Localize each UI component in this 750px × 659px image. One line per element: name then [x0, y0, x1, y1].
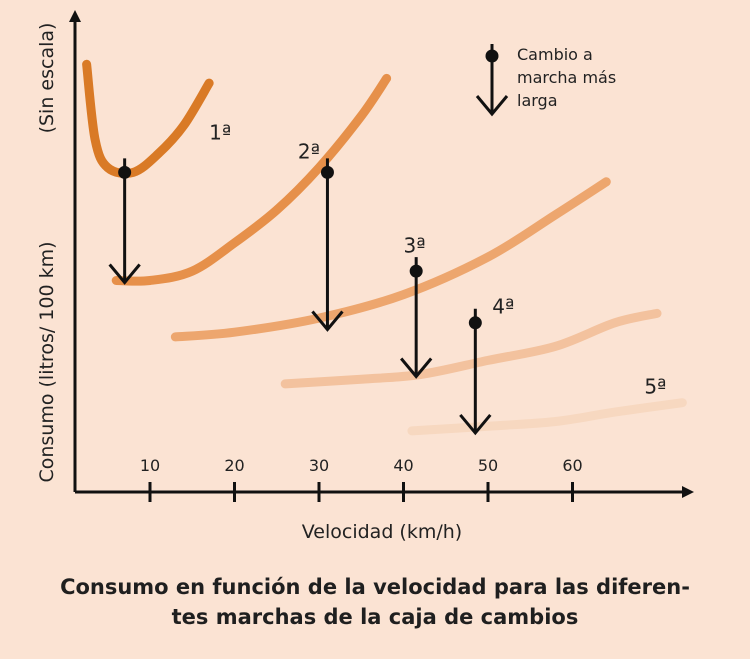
legend-line-3: larga — [517, 91, 558, 110]
gear-labels: 1ª 2ª 3ª 4ª 5ª — [209, 121, 666, 399]
shift-point — [468, 316, 482, 330]
gear-curve-4 — [280, 308, 662, 389]
x-tick-label: 40 — [393, 456, 413, 475]
x-axis-label: Velocidad (km/h) — [302, 521, 462, 543]
x-tick-label: 60 — [562, 456, 582, 475]
shift-marker-1 — [108, 158, 141, 285]
shift-marker-4 — [459, 308, 492, 436]
gear-label-3: 3ª — [404, 233, 426, 257]
x-axis-arrow — [682, 486, 694, 498]
shift-point — [409, 264, 423, 278]
gear-label-1: 1ª — [209, 121, 231, 145]
gear-curve-2 — [111, 73, 392, 286]
y-axis-note: (Sin escala) — [36, 23, 58, 134]
axes — [69, 10, 694, 498]
gear-curve-5 — [407, 398, 687, 436]
gear-label-5: 5ª — [644, 374, 666, 398]
x-tick-label: 50 — [478, 456, 498, 475]
shift-marker-2 — [311, 158, 344, 332]
gear-curve-1 — [82, 59, 214, 178]
legend-line-1: Cambio a — [517, 45, 593, 64]
x-tick-label: 10 — [140, 456, 160, 475]
shift-marker-3 — [400, 257, 433, 379]
shift-arrow-head — [108, 263, 141, 285]
shift-arrow-head — [459, 413, 492, 436]
shift-point — [118, 165, 132, 179]
x-tick-label: 30 — [309, 456, 329, 475]
figure-caption: Consumo en función de la velocidad para … — [0, 572, 750, 632]
gear-curve-3 — [170, 177, 611, 342]
x-ticks: 10 20 30 40 50 60 — [140, 456, 583, 502]
y-axis-label: Consumo (litros/ 100 km) — [36, 241, 58, 482]
y-axis-arrow — [69, 10, 81, 22]
fuel-consumption-chart: 1ª 2ª 3ª 4ª 5ª 10 20 30 40 50 60 Velocidad (km/h)… — [36, 10, 694, 543]
gear-shift-markers — [108, 158, 492, 436]
gear-label-4: 4ª — [492, 294, 514, 318]
shift-arrow-head — [311, 310, 344, 332]
caption-line-2: tes marchas de la caja de cambios — [171, 605, 579, 629]
legend: Cambio a marcha más larga — [475, 44, 616, 117]
legend-line-2: marcha más — [517, 68, 616, 87]
gear-curves — [82, 59, 687, 436]
x-tick-label: 20 — [224, 456, 244, 475]
shift-point — [320, 165, 334, 179]
shift-arrow-head — [400, 357, 433, 379]
gear-label-2: 2ª — [298, 139, 320, 163]
caption-line-1: Consumo en función de la velocidad para … — [60, 575, 690, 599]
legend-arrow-head — [475, 95, 509, 117]
